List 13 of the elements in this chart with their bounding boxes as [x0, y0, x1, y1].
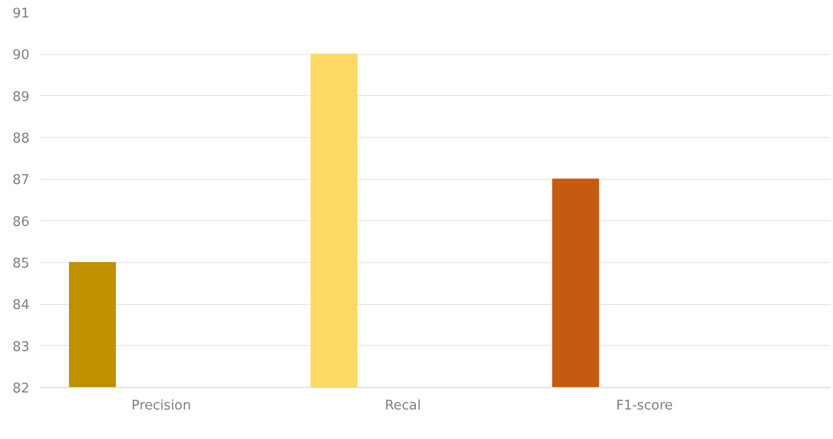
x-tick-label: Precision [132, 398, 192, 414]
y-tick-label: 88 [12, 132, 30, 146]
y-tick-label: 90 [12, 48, 30, 64]
y-tick-label: 87 [12, 173, 30, 188]
x-tick-label: F1-score [616, 398, 673, 414]
y-tick-label: 83 [12, 340, 30, 355]
y-tick-label: 84 [12, 298, 30, 314]
y-tick-label: 86 [12, 214, 30, 230]
y-tick-label: 91 [12, 6, 30, 22]
y-tick-label: 82 [12, 382, 30, 396]
y-tick-label: 89 [12, 90, 30, 105]
x-tick-label: Recal [384, 398, 421, 414]
y-tick-label: 85 [12, 256, 30, 272]
